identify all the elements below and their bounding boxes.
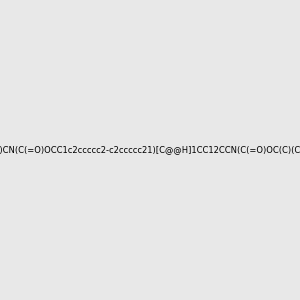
Text: OC(=O)CN(C(=O)OCC1c2ccccc2-c2ccccc21)[C@@H]1CC12CCN(C(=O)OC(C)(C)C)CC2: OC(=O)CN(C(=O)OCC1c2ccccc2-c2ccccc21)[C@… — [0, 146, 300, 154]
